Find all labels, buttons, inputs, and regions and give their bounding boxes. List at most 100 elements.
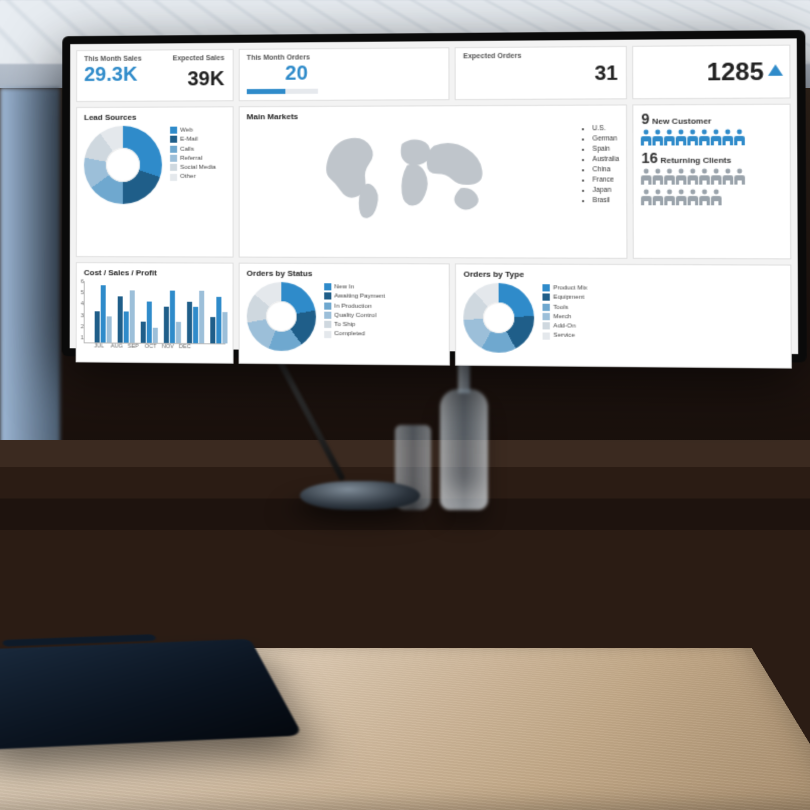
person-icon — [676, 189, 687, 206]
orders-by-type-title: Orders by Type — [464, 270, 783, 281]
dashboard: This Month Sales 29.3K Expected Sales 39… — [70, 38, 798, 354]
person-icon — [676, 168, 687, 185]
person-icon — [735, 168, 746, 185]
person-icon — [700, 189, 711, 206]
new-customers-icons — [641, 129, 782, 146]
trend-up-icon — [768, 64, 783, 75]
person-icon — [711, 129, 722, 146]
person-icon — [641, 129, 652, 146]
bar — [199, 291, 204, 343]
lead-sources-title: Lead Sources — [84, 112, 225, 122]
kpi-expected-sales-value: 39K — [187, 68, 224, 91]
kpi-expected-sales-label: Expected Sales — [173, 55, 225, 62]
main-markets-title: Main Markets — [247, 111, 619, 122]
new-customers-header: 9 New Customer — [641, 110, 782, 127]
person-icon — [711, 189, 722, 206]
kpi-total-card: 1285 — [632, 45, 790, 100]
legend-item: Web — [170, 125, 216, 135]
bar — [147, 301, 152, 343]
person-icon — [653, 189, 664, 206]
market-item: Australia — [593, 155, 620, 165]
legend-item: Calls — [170, 144, 216, 153]
person-icon — [723, 129, 734, 146]
legend-item: Product Mix — [543, 283, 588, 293]
kpi-total-value: 1285 — [707, 60, 764, 85]
conference-room-scene: This Month Sales 29.3K Expected Sales 39… — [0, 0, 810, 810]
bar — [170, 291, 175, 343]
person-icon — [641, 168, 652, 184]
csp-x-axis: JULAUGSEPOCTNOVDEC — [84, 343, 226, 350]
bar — [130, 291, 135, 343]
legend-item: Referral — [170, 154, 216, 163]
orders-by-status-card: Orders by Status New InAwaiting PaymentI… — [238, 263, 450, 366]
person-icon — [676, 129, 687, 146]
person-icon — [688, 129, 699, 146]
legend-item: Equipment — [543, 293, 588, 303]
orders-by-status-title: Orders by Status — [247, 269, 442, 279]
bar — [187, 301, 192, 343]
legend-item: Quality Control — [324, 311, 385, 321]
person-icon — [653, 129, 664, 146]
kpi-expected-orders-card: Expected Orders 31 — [455, 46, 628, 100]
legend-item: Service — [543, 331, 588, 341]
kpi-orders-label: This Month Orders — [247, 53, 442, 61]
cost-sales-profit-card: Cost / Sales / Profit 654321 JULAUGSEPOC… — [76, 262, 234, 364]
market-item: Spain — [592, 145, 619, 155]
legend-item: New In — [324, 282, 385, 292]
person-icon — [688, 168, 699, 185]
legend-item: To Ship — [324, 320, 385, 330]
wall-display: This Month Sales 29.3K Expected Sales 39… — [62, 30, 807, 362]
customers-card: 9 New Customer 16 Returning Clients — [633, 104, 792, 260]
bar — [164, 307, 169, 343]
bar — [153, 327, 158, 343]
bar — [141, 322, 146, 343]
legend-item: Awaiting Payment — [324, 292, 385, 302]
bar-group — [141, 301, 158, 343]
person-icon — [734, 129, 745, 146]
person-icon — [688, 189, 699, 206]
lead-sources-donut — [84, 126, 162, 204]
bar — [222, 312, 227, 343]
legend-item: Add-On — [543, 321, 588, 331]
legend-item: Social Media — [170, 163, 216, 172]
bar — [107, 317, 112, 343]
returning-clients-header: 16 Returning Clients — [641, 149, 782, 166]
cost-sales-profit-title: Cost / Sales / Profit — [84, 268, 226, 278]
market-item: Japan — [593, 186, 620, 196]
market-item: German — [592, 134, 619, 144]
csp-bars — [84, 281, 226, 344]
bar — [176, 322, 181, 343]
orders-by-status-donut — [247, 282, 316, 351]
person-icon — [723, 168, 734, 185]
main-markets-card: Main Markets U.S.GermanSpainAustraliaChi… — [239, 104, 628, 258]
lead-sources-legend: WebE-MailCallsReferralSocial MediaOther — [170, 125, 216, 181]
orders-by-status-legend: New InAwaiting PaymentIn ProductionQuali… — [324, 282, 385, 339]
legend-item: Other — [170, 172, 216, 181]
bar-group — [95, 285, 112, 342]
orders-by-type-legend: Product MixEquipmentToolsMerchAdd-OnServ… — [543, 283, 588, 341]
bar-group — [210, 296, 227, 343]
legend-item: Merch — [543, 312, 588, 322]
world-map-icon — [247, 124, 574, 222]
csp-y-axis: 654321 — [81, 279, 84, 341]
returning-clients-icons — [641, 168, 782, 205]
person-icon — [711, 168, 722, 185]
bar — [210, 317, 215, 343]
lead-sources-card: Lead Sources WebE-MailCallsReferralSocia… — [76, 106, 234, 257]
kpi-orders-value: 20 — [285, 63, 441, 84]
bar-group — [164, 291, 181, 343]
returning-clients-count: 16 — [641, 150, 658, 167]
new-customers-label: New Customer — [652, 116, 711, 126]
kpi-sales-card: This Month Sales 29.3K Expected Sales 39… — [76, 49, 233, 102]
kpi-expected-orders-value: 31 — [594, 63, 617, 84]
bar — [101, 285, 106, 342]
person-icon — [641, 189, 652, 205]
market-item: China — [593, 165, 620, 175]
new-customers-count: 9 — [641, 111, 649, 127]
closed-laptop — [0, 639, 303, 750]
market-item: France — [593, 176, 620, 186]
bar — [216, 296, 221, 343]
legend-item: E-Mail — [170, 135, 216, 144]
person-icon — [665, 189, 676, 206]
bar — [95, 311, 100, 342]
